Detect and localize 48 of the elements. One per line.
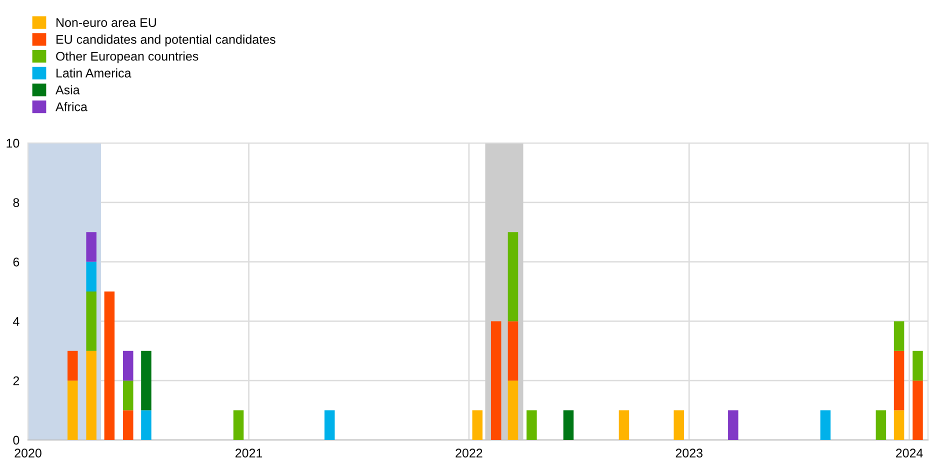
bar [894,410,904,440]
bar [508,232,518,322]
bar [563,410,574,440]
bar [894,321,904,351]
bar [912,380,923,440]
bar [820,410,831,440]
bar [123,410,134,440]
bar [86,262,96,292]
y-tick-label: 4 [13,317,20,326]
bar [68,380,78,440]
y-tick-label: 6 [13,258,20,266]
bar [123,380,134,410]
bar [123,350,134,381]
bar [618,410,630,440]
bar [86,350,96,440]
bar [508,380,518,440]
y-tick-label: 8 [13,198,20,208]
bar [508,321,518,381]
x-tick-label: 2023 [676,448,702,458]
bar [86,292,96,351]
bar [141,350,152,410]
bar [912,350,923,381]
bar [894,350,904,410]
bar [728,410,738,440]
bar [490,321,502,440]
legend-label: Other European countries [56,52,198,64]
bar [233,410,244,440]
x-tick-label: 2020 [14,448,42,458]
legend-label: Africa [56,102,88,112]
bar [674,410,684,440]
bar [526,410,537,440]
legend-label: Non-euro area EU [56,18,156,27]
bar [86,232,96,262]
legend-label: Latin America [56,68,132,78]
y-tick-label: 0 [13,436,20,445]
legend-label: EU candidates and potential candidates [56,34,276,46]
x-tick-label: 2022 [456,448,482,458]
x-tick-label: 2021 [236,448,262,458]
bar [141,410,152,440]
legend-label: Asia [56,85,80,94]
bar [104,292,115,440]
y-tick-label: 2 [13,376,20,386]
bar [472,410,483,440]
x-tick-label: 2024 [896,448,923,458]
bar [324,410,335,440]
bar [876,410,886,440]
y-tick-label: 10 [6,138,20,148]
bar [68,350,78,381]
